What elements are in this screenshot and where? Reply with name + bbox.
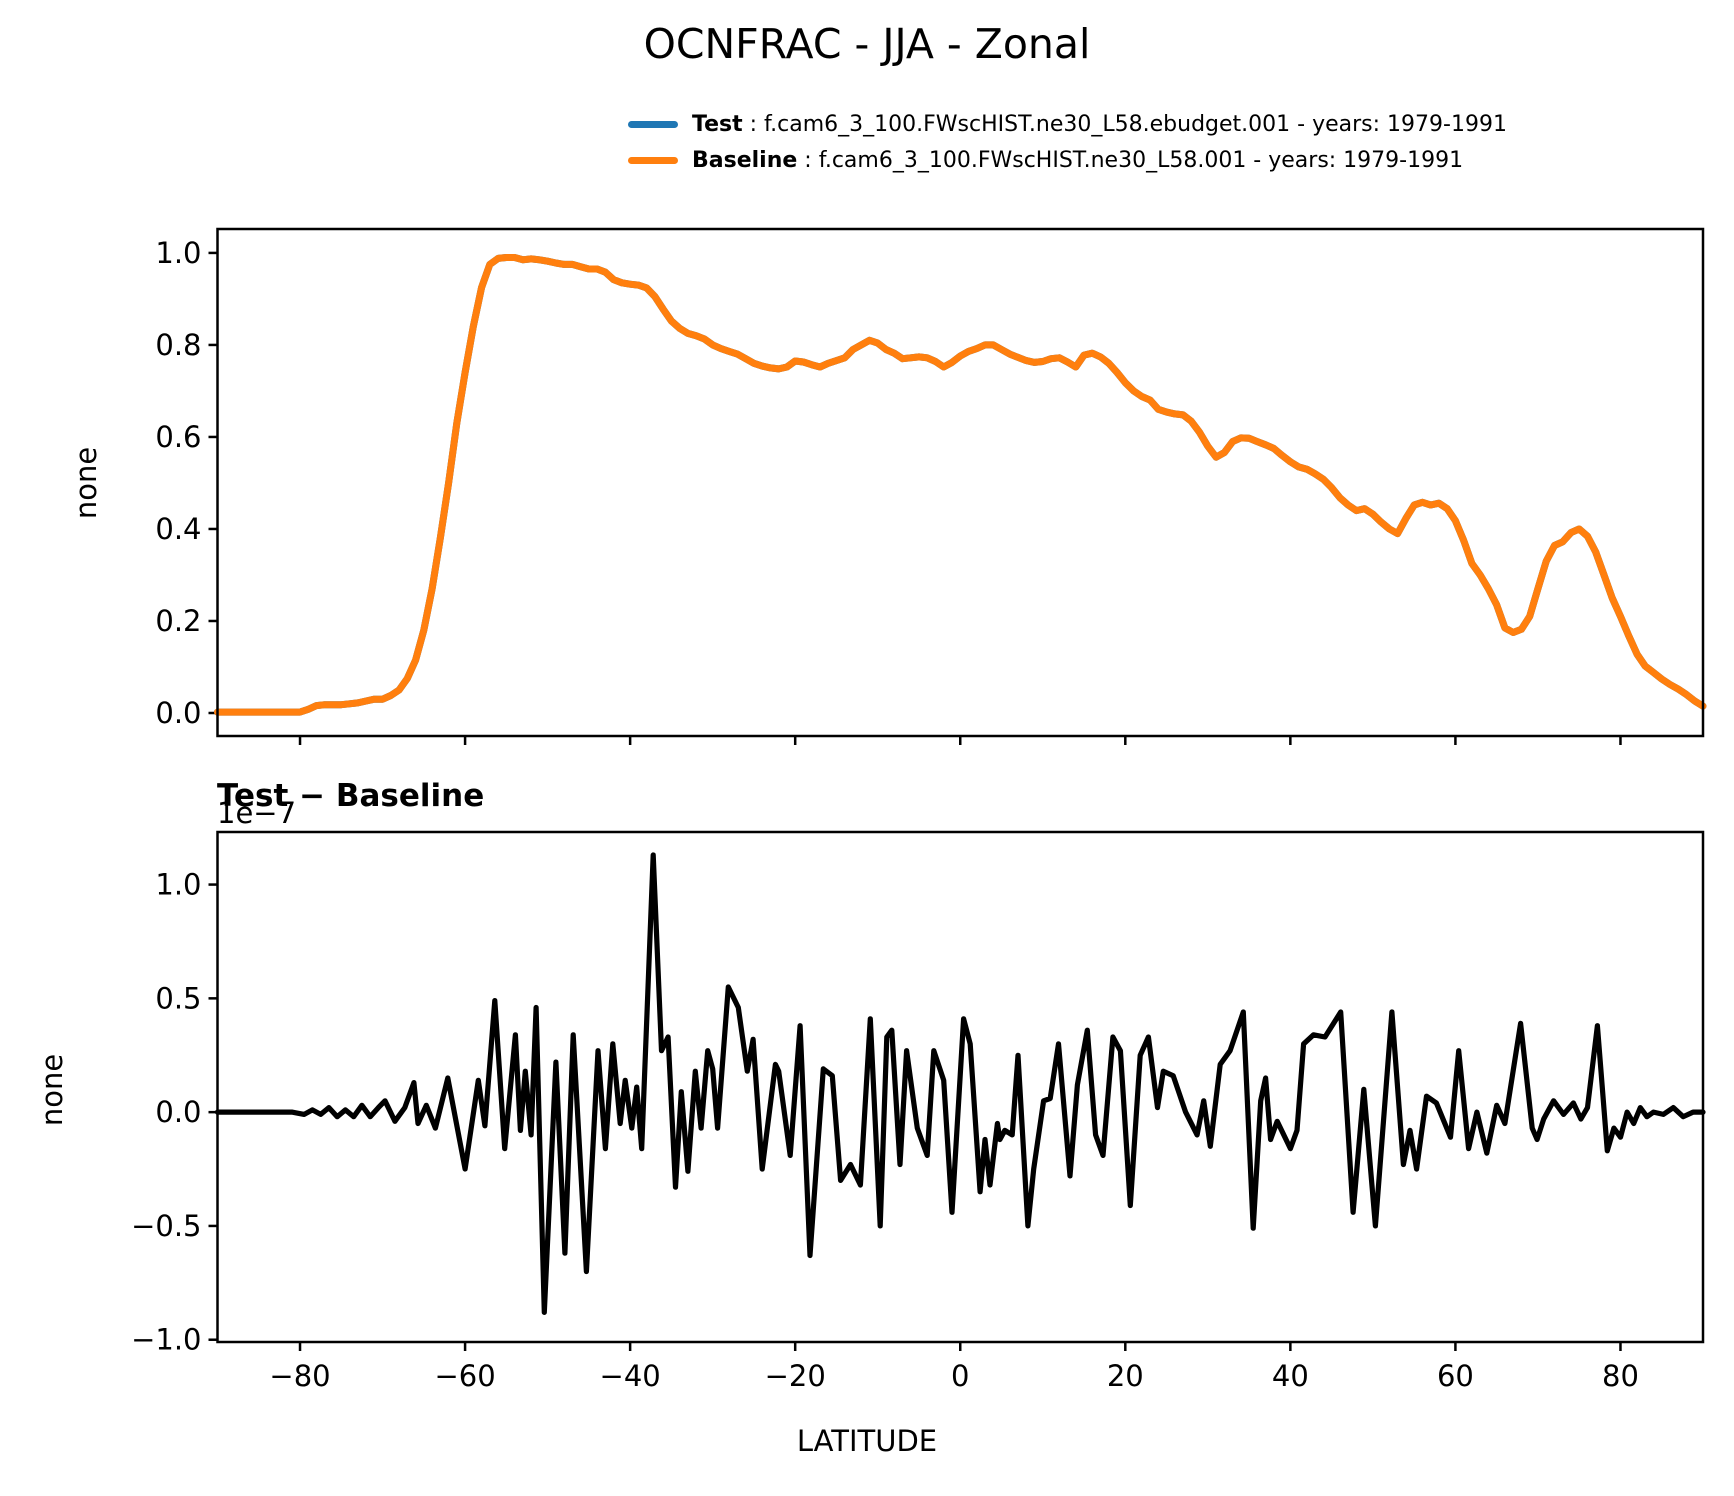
y-tick-label: 0.4 <box>155 512 201 546</box>
legend-item-baseline: Baseline : f.cam6_3_100.FWscHIST.ne30_L5… <box>628 148 1507 173</box>
y-tick-label: 1.0 <box>155 236 201 270</box>
x-tick-label: 60 <box>1437 1359 1474 1393</box>
y-tick-label: −0.5 <box>131 1209 201 1243</box>
y-tick-label: 0.0 <box>155 1095 201 1129</box>
legend-text-test: Test : f.cam6_3_100.FWscHIST.ne30_L58.eb… <box>692 112 1507 137</box>
legend-text-baseline: Baseline : f.cam6_3_100.FWscHIST.ne30_L5… <box>692 148 1463 173</box>
x-tick-label: 20 <box>1107 1359 1144 1393</box>
y-tick-label: −1.0 <box>131 1323 201 1357</box>
y-tick-label: 0.2 <box>155 604 201 638</box>
legend-desc-baseline: : f.cam6_3_100.FWscHIST.ne30_L58.001 - y… <box>797 148 1464 173</box>
axes-spine <box>216 227 1705 738</box>
x-tick-label: −80 <box>269 1359 330 1393</box>
legend-item-test: Test : f.cam6_3_100.FWscHIST.ne30_L58.eb… <box>628 112 1507 137</box>
y-tick-label: 1.0 <box>155 868 201 902</box>
x-tick-label: −40 <box>600 1359 661 1393</box>
axes-spine <box>216 830 1705 1344</box>
legend-desc-test: : f.cam6_3_100.FWscHIST.ne30_L58.ebudget… <box>742 112 1507 137</box>
legend: Test : f.cam6_3_100.FWscHIST.ne30_L58.eb… <box>628 112 1507 184</box>
diff-panel-title: Test − Baseline <box>217 778 485 814</box>
top-y-axis-label: none <box>69 446 103 520</box>
series-line-baseline <box>214 254 1707 716</box>
legend-swatch-baseline <box>628 157 678 164</box>
series-line-test <box>214 254 1707 716</box>
y-tick-label: 0.0 <box>155 696 201 730</box>
legend-label-test: Test <box>692 112 743 137</box>
bottom-y-axis-label: none <box>35 1053 69 1127</box>
y-tick-label: 0.5 <box>155 981 201 1015</box>
legend-swatch-test <box>628 121 678 128</box>
x-tick-label: 40 <box>1272 1359 1309 1393</box>
x-tick-label: −60 <box>434 1359 495 1393</box>
y-tick-label: 0.8 <box>155 328 201 362</box>
figure-title: OCNFRAC - JJA - Zonal <box>643 20 1091 68</box>
legend-label-baseline: Baseline <box>692 148 798 173</box>
x-tick-label: 0 <box>951 1359 969 1393</box>
series-line-test-baseline <box>214 852 1706 1316</box>
x-axis-label: LATITUDE <box>796 1424 938 1458</box>
y-tick-label: 0.6 <box>155 420 201 454</box>
x-tick-label: 80 <box>1602 1359 1639 1393</box>
x-tick-label: −20 <box>765 1359 826 1393</box>
y-axis-offset-text: 1e−7 <box>217 796 297 830</box>
